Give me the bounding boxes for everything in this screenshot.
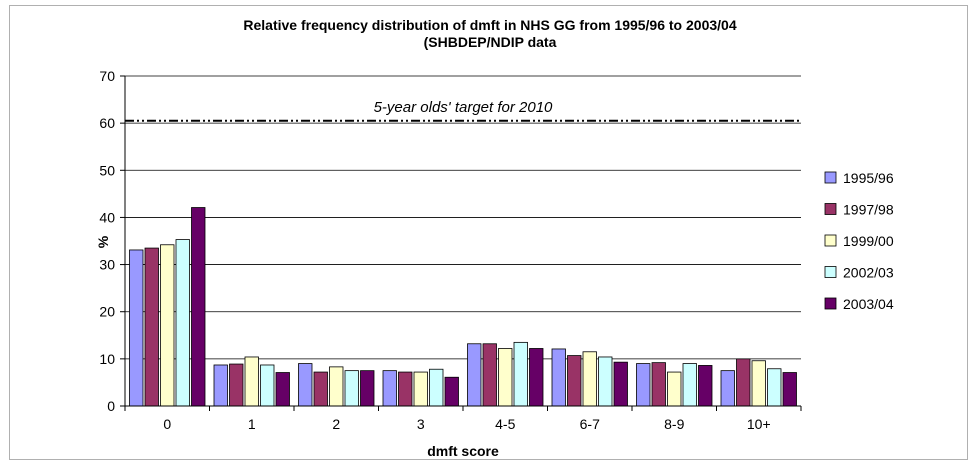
legend-label-1997-98: 1997/98 (843, 202, 894, 218)
bar-1995-96-4-5 (467, 343, 482, 407)
x-tick-label: 10+ (747, 416, 771, 432)
bar-2003-04-0 (191, 207, 206, 407)
x-axis-label: dmft score (427, 443, 499, 459)
bar-2002-03-6-7 (598, 356, 613, 407)
legend: 1995/96 1997/98 1999/00 2002/03 2003/04 (824, 170, 894, 312)
bar-2002-03-0 (175, 239, 190, 407)
bar-2003-04-8-9 (698, 365, 713, 407)
legend-swatch-1999-00 (824, 234, 837, 247)
bar-1999-00-3 (413, 371, 428, 407)
gridlines (125, 75, 801, 360)
bar-2003-04-2 (360, 370, 375, 407)
y-tick-label: 50 (99, 162, 115, 178)
target-annotation: 5-year olds' target for 2010 (374, 99, 553, 116)
bar-1999-00-8-9 (667, 371, 682, 407)
y-tick-label: 70 (99, 68, 115, 84)
bar-1997-98-4-5 (482, 343, 497, 407)
bar-1997-98-0 (144, 247, 159, 407)
bar-1999-00-1 (244, 356, 259, 407)
bar-1995-96-1 (213, 364, 228, 407)
legend-swatch-1995-96 (824, 171, 837, 184)
bar-2002-03-4-5 (513, 341, 528, 407)
bar-2003-04-3 (444, 376, 459, 407)
bar-1999-00-2 (329, 366, 344, 407)
x-tick-label: 2 (332, 416, 340, 432)
x-tick-label: 3 (417, 416, 425, 432)
bar-2003-04-1 (275, 372, 290, 407)
y-tick-label: 10 (99, 351, 115, 367)
bars (129, 207, 797, 407)
y-tick-label: 30 (99, 257, 115, 273)
bar-2003-04-6-7 (613, 361, 628, 407)
bar-2003-04-10+ (782, 372, 797, 407)
legend-label-2002-03: 2002/03 (843, 265, 894, 281)
bar-1995-96-6-7 (551, 348, 566, 407)
x-tick-label: 4-5 (495, 416, 515, 432)
bar-2003-04-4-5 (529, 348, 544, 407)
y-tick-label: 20 (99, 304, 115, 320)
bar-1995-96-2 (298, 363, 313, 407)
chart-title: Relative frequency distribution of dmft … (243, 17, 736, 33)
bar-1997-98-10+ (736, 358, 751, 407)
y-axis-label: % (95, 235, 111, 248)
x-tick-label: 6-7 (580, 416, 600, 432)
bar-1997-98-1 (229, 363, 244, 407)
bar-2002-03-8-9 (682, 363, 697, 407)
bar-1995-96-3 (382, 370, 397, 407)
legend-swatch-1997-98 (824, 203, 837, 215)
bar-1995-96-0 (129, 249, 144, 407)
bar-2002-03-10+ (767, 368, 782, 407)
x-tick-label: 0 (163, 416, 171, 432)
bar-1999-00-6-7 (582, 351, 597, 407)
legend-swatch-2002-03 (824, 266, 837, 278)
bar-1995-96-10+ (720, 370, 735, 407)
legend-swatch-2003-04 (824, 297, 837, 310)
x-tick-label: 1 (248, 416, 256, 432)
reference-line-group: 5-year olds' target for 2010 (125, 99, 801, 122)
bar-1997-98-8-9 (651, 362, 666, 407)
axes: 0 10 20 30 40 50 60 70 0 1 2 3 4-5 6-7 8-9 10+ (99, 68, 802, 432)
bar-1997-98-3 (398, 371, 413, 407)
bar-1997-98-6-7 (567, 355, 582, 407)
bar-1997-98-2 (313, 371, 328, 407)
bar-2002-03-2 (344, 370, 359, 407)
chart-subtitle: (SHBDEP/NDIP data (424, 34, 557, 50)
bar-1995-96-8-9 (636, 363, 651, 407)
y-tick-label: 0 (107, 398, 115, 414)
bar-1999-00-4-5 (498, 348, 513, 407)
x-tick-label: 8-9 (664, 416, 684, 432)
bar-2002-03-1 (260, 364, 275, 407)
bar-1999-00-10+ (751, 360, 766, 407)
bar-1999-00-0 (160, 244, 175, 407)
y-tick-label: 40 (99, 209, 115, 225)
legend-label-1995-96: 1995/96 (843, 170, 894, 186)
y-tick-label: 60 (99, 115, 115, 131)
legend-label-2003-04: 2003/04 (843, 296, 894, 312)
bar-2002-03-3 (429, 368, 444, 407)
legend-label-1999-00: 1999/00 (843, 233, 894, 249)
